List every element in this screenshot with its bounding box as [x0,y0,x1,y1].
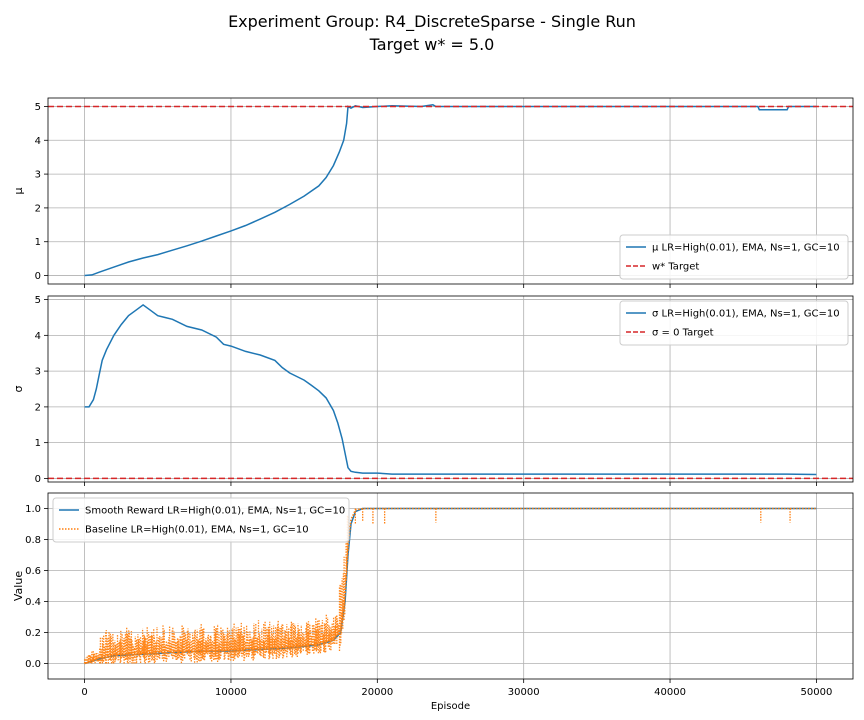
x-tick-label: 0 [81,687,87,698]
axes-frame [47,492,854,680]
axes-frame [47,295,854,483]
figure-title: Experiment Group: R4_DiscreteSparse - Si… [228,12,636,31]
y-tick-label: 4 [35,136,41,147]
legend-label: σ LR=High(0.01), EMA, Ns=1, GC=10 [652,309,840,320]
legend-label: σ = 0 Target [652,328,714,339]
legend-label: Baseline LR=High(0.01), EMA, Ns=1, GC=10 [85,525,309,536]
panel-reward: 0.0 0.2 0.4 0.6 0.8 1.0 0 10000 20000 30000 40000 5… [12,492,854,712]
x-axis-label: Episode [431,701,470,712]
y-tick-label: 0 [35,474,41,485]
y-tick-label: 0.6 [25,566,41,577]
y-axis-label: Value [12,571,25,601]
panel-sigma: 0 1 2 3 4 5 σ σ LR=High(0.01), EMA, Ns=1, GC=10… [12,295,854,486]
y-tick-label: 0.4 [25,597,41,608]
y-tick-label: 0.0 [25,659,41,670]
legend-label: μ LR=High(0.01), EMA, Ns=1, GC=10 [652,243,840,254]
legend-box [619,234,849,280]
legend-box [52,497,350,543]
x-tick-label: 10000 [215,687,247,698]
y-axis-label: μ [12,188,25,195]
series-line-0 [84,303,817,476]
y-tick-label: 5 [35,102,41,113]
x-tick-label: 50000 [801,687,833,698]
legend-label: w* Target [652,262,699,273]
y-tick-label: 2 [35,402,41,413]
y-tick-label: 5 [35,295,41,306]
x-tick-label: 40000 [654,687,686,698]
axes-frame [47,97,854,285]
y-tick-label: 0.8 [25,535,41,546]
plot-area [48,104,853,277]
y-tick-label: 1 [35,237,41,248]
plot-area [83,507,817,665]
figure-subtitle-text: Target w* = 5.0 [369,35,495,54]
y-tick-label: 0 [35,271,41,282]
legend: Smooth Reward LR=High(0.01), EMA, Ns=1, … [52,497,350,543]
y-tick-label: 0.2 [25,628,41,639]
figure-subtitle: Target w* = 5.0 [0,35,864,54]
series-line-1 [84,507,817,665]
legend: σ LR=High(0.01), EMA, Ns=1, GC=10 σ = 0 T… [619,300,849,346]
panel-mu: 0 1 2 3 4 5 μ μ LR=High(0.01), EMA, Ns=1, GC=10… [12,97,854,288]
y-tick-label: 3 [35,367,41,378]
plot-area [48,303,853,480]
y-tick-label: 3 [35,170,41,181]
y-axis-label: σ [12,385,25,392]
y-tick-label: 4 [35,331,41,342]
legend: μ LR=High(0.01), EMA, Ns=1, GC=10 w* Targ… [619,234,849,280]
x-tick-label: 30000 [508,687,540,698]
y-tick-label: 1 [35,438,41,449]
legend-label: Smooth Reward LR=High(0.01), EMA, Ns=1, … [85,506,345,517]
x-tick-label: 20000 [361,687,393,698]
baseline-noise-band [83,514,349,664]
legend-box [619,300,849,346]
y-tick-label: 1.0 [25,504,41,515]
y-tick-label: 2 [35,203,41,214]
